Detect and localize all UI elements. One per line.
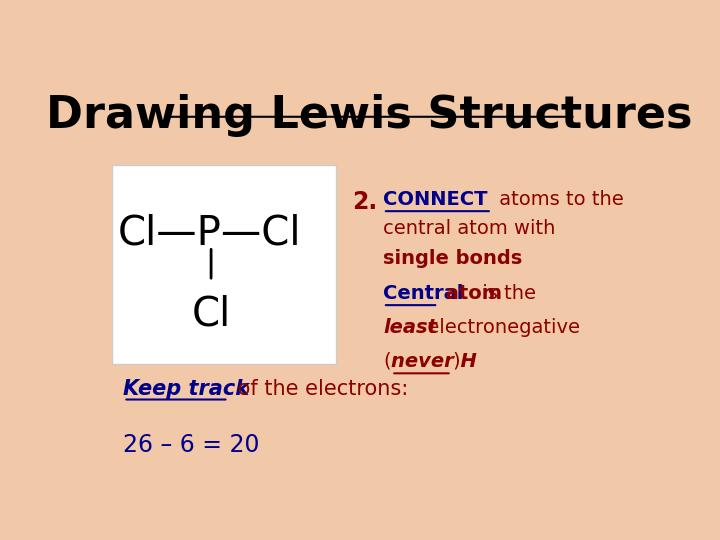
Text: electronegative: electronegative xyxy=(421,318,580,336)
Text: CONNECT: CONNECT xyxy=(383,190,487,208)
Text: 2.: 2. xyxy=(352,190,377,213)
Text: single bonds: single bonds xyxy=(383,249,522,268)
Text: Central: Central xyxy=(383,284,464,302)
Text: .: . xyxy=(482,249,489,268)
Text: atoms to the: atoms to the xyxy=(493,190,624,208)
Text: is the: is the xyxy=(476,284,536,302)
FancyBboxPatch shape xyxy=(112,165,336,364)
Text: Drawing Lewis Structures: Drawing Lewis Structures xyxy=(46,94,692,137)
Text: of the electrons:: of the electrons: xyxy=(230,379,408,399)
Text: Keep track: Keep track xyxy=(124,379,250,399)
Text: least: least xyxy=(383,318,437,336)
Text: never H: never H xyxy=(392,352,477,370)
Text: (: ( xyxy=(383,352,390,370)
Text: 26 – 6 = 20: 26 – 6 = 20 xyxy=(124,433,260,457)
Text: Cl—P—Cl: Cl—P—Cl xyxy=(118,213,302,253)
Text: atom: atom xyxy=(439,284,503,302)
Text: Cl: Cl xyxy=(192,294,230,334)
Text: central atom with: central atom with xyxy=(383,219,555,239)
Text: ): ) xyxy=(453,352,460,370)
